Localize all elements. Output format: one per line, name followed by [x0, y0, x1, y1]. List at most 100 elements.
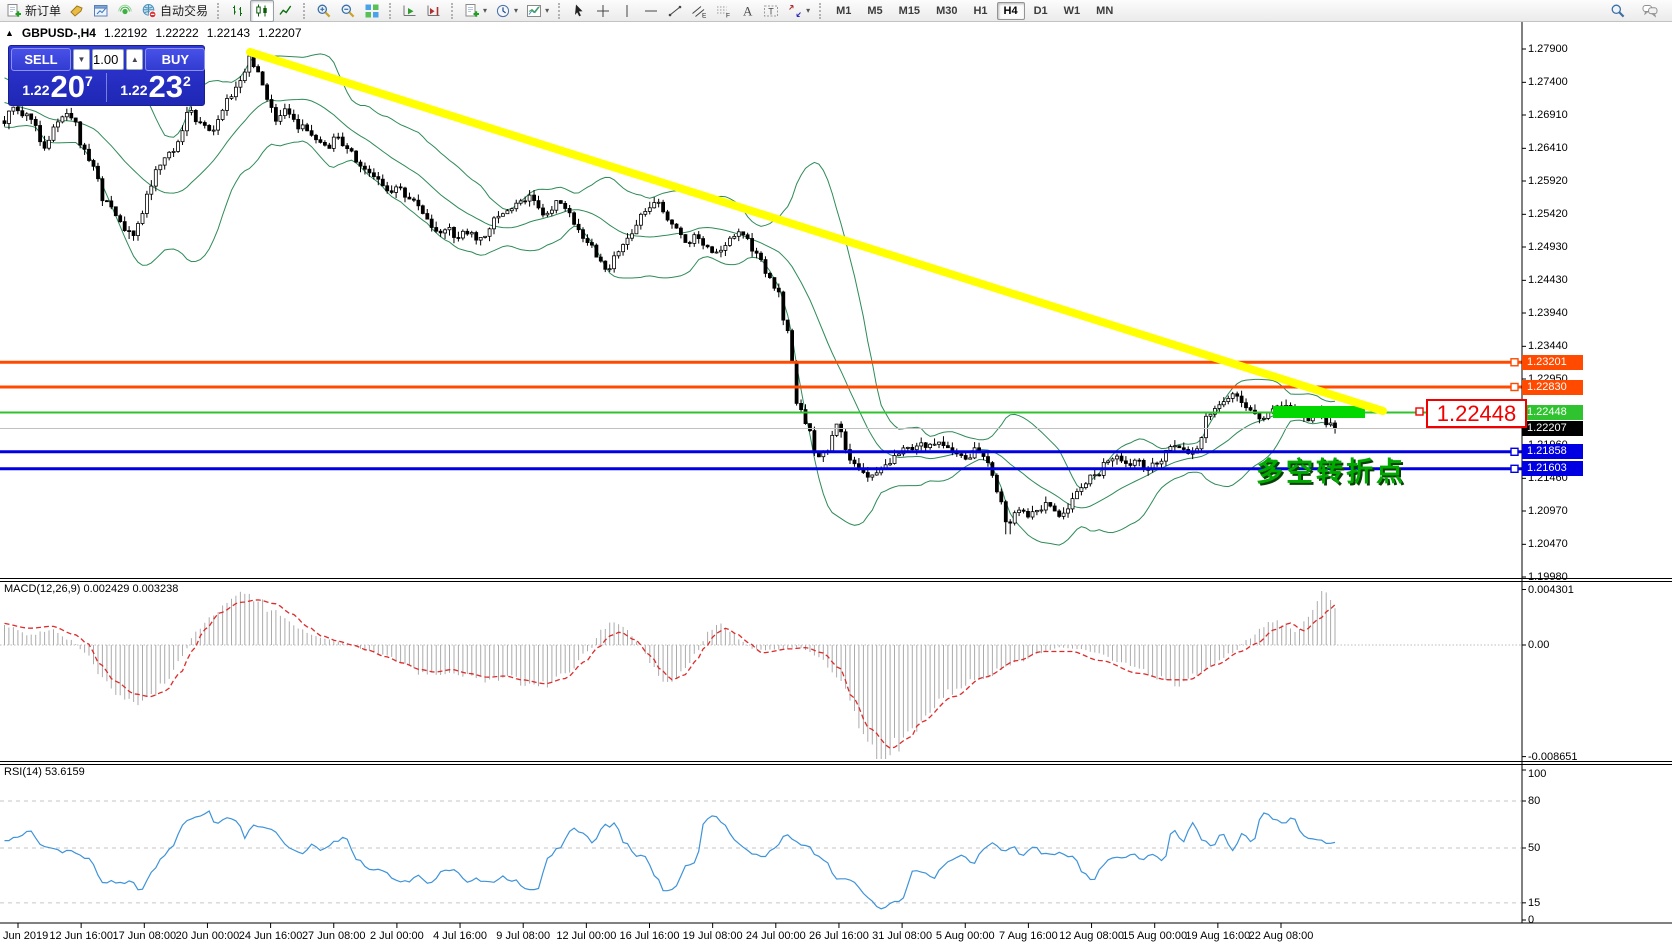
sell-price[interactable]: 1.22 20 7 [9, 71, 106, 104]
fibo-icon: F [715, 3, 731, 19]
vertical-line-button[interactable] [615, 0, 639, 22]
sell-price-prefix: 1.22 [22, 82, 50, 98]
current-price-label: 1.22207 [1522, 421, 1583, 437]
textA-icon: A [739, 3, 755, 19]
buy-price-prefix: 1.22 [120, 82, 148, 98]
time-axis-label: 17 Jun 08:00 [112, 930, 177, 942]
globe-stop-icon [141, 3, 157, 19]
price-tick-label: 1.23940 [1528, 307, 1568, 319]
time-axis-label: 24 Jun 16:00 [238, 930, 303, 942]
arrows-button[interactable]: ▾ [783, 0, 814, 22]
text-button[interactable]: A [735, 0, 759, 22]
zoom-out-button[interactable] [336, 0, 360, 22]
bars-icon [230, 3, 246, 19]
time-axis-label: 5 Aug 00:00 [935, 930, 995, 942]
timeframe-d1-button[interactable]: D1 [1033, 4, 1048, 17]
price-tick-label: 1.25920 [1528, 175, 1568, 187]
volume-decrease-button[interactable]: ▼ [73, 49, 90, 70]
level-price-label: 1.21858 [1522, 444, 1583, 460]
time-axis-label: 7 Aug 16:00 [999, 930, 1058, 942]
timeframe-mn-button[interactable]: MN [1096, 4, 1114, 17]
svg-text:F: F [726, 12, 730, 19]
rsi-axis-label: 100 [1528, 768, 1547, 780]
timeframe-m15-button[interactable]: M15 [898, 4, 921, 17]
toolbar-grip [819, 2, 823, 19]
label-button[interactable]: T [759, 0, 783, 22]
clock-icon [495, 3, 511, 19]
rsi-axis-label: 50 [1528, 842, 1541, 854]
price-tick-label: 1.23440 [1528, 340, 1568, 353]
search-button[interactable] [1606, 0, 1630, 22]
pane-separator-rsi[interactable] [0, 760, 1672, 766]
search-icon [1610, 3, 1626, 19]
new-chart-button[interactable]: ▾ [460, 0, 491, 22]
horizontal-line-button[interactable] [639, 0, 663, 22]
doc-plus-icon [464, 3, 480, 19]
toolbar-grip [451, 2, 455, 19]
equidistant-channel-button[interactable]: E [687, 0, 711, 22]
timeframe-m5-button[interactable]: M5 [867, 4, 883, 17]
highlight-rectangle[interactable] [1273, 406, 1365, 418]
tag-icon [69, 3, 85, 19]
profiles-button[interactable] [65, 0, 89, 22]
note-text[interactable]: 多空转折点 [1256, 457, 1406, 487]
price-tick-label: 1.24930 [1528, 241, 1568, 253]
time-axis-label: 10 Jun 2019 [0, 930, 49, 942]
candlestick-chart-button[interactable] [250, 0, 275, 22]
hline-icon [643, 3, 659, 19]
autotrading-button[interactable]: 自动交易 [137, 0, 212, 22]
crosshair-button[interactable] [591, 0, 615, 22]
signals-button[interactable] [113, 0, 137, 22]
rsi-axis-label: 0 [1528, 914, 1535, 926]
labelT-icon: T [763, 3, 779, 19]
macd-label: MACD(12,26,9) 0.002429 0.003238 [4, 583, 179, 595]
time-axis-label: 27 Jun 08:00 [301, 930, 366, 942]
buy-button[interactable]: BUY [145, 48, 206, 71]
buy-price-pip: 2 [182, 73, 191, 89]
price-callout-label[interactable]: 1.22448 [1426, 399, 1527, 428]
new-order-button-label: 新订单 [25, 4, 62, 18]
chat-button[interactable] [1638, 0, 1662, 22]
timeframe-m1-button[interactable]: M1 [836, 4, 852, 17]
buy-price[interactable]: 1.22 23 2 [107, 71, 204, 104]
crosshair-icon [595, 3, 611, 19]
timeframe-m30-button[interactable]: M30 [936, 4, 958, 17]
collapse-panel-icon[interactable]: ▲ [5, 28, 14, 38]
bar-chart-button[interactable] [226, 0, 250, 22]
svg-text:E: E [702, 12, 707, 19]
chart-shift-button[interactable] [422, 0, 446, 22]
new-order-button[interactable]: 新订单 [2, 0, 65, 22]
one-click-trading-panel: SELL ▼ 1.00 ▲ BUY 1.22 20 7 1.22 23 2 [8, 45, 206, 106]
volume-increase-button[interactable]: ▲ [126, 49, 144, 70]
line-chart-button[interactable] [274, 0, 298, 22]
fibonacci-button[interactable]: F [711, 0, 735, 22]
ohlc-open: 1.22192 [103, 26, 148, 40]
cursor-button[interactable] [567, 0, 591, 22]
chevron-down-icon: ▾ [806, 6, 811, 15]
time-axis-label: 12 Aug 08:00 [1059, 930, 1124, 942]
charts-button[interactable] [89, 0, 113, 22]
pane-separator-macd[interactable] [0, 577, 1672, 583]
channel-icon: E [691, 3, 707, 19]
level-price-label: 1.21603 [1522, 461, 1583, 477]
yellow-trendline[interactable] [246, 48, 1387, 415]
timeframe-h4-button[interactable]: H4 [996, 1, 1025, 20]
sell-button[interactable]: SELL [11, 48, 71, 71]
auto-scroll-button[interactable] [398, 0, 422, 22]
trendline-button[interactable] [663, 0, 687, 22]
zoom-in-button[interactable] [312, 0, 336, 22]
chart-window-icon [93, 3, 109, 19]
signal-icon [117, 3, 133, 19]
timeframe-w1-button[interactable]: W1 [1063, 4, 1081, 17]
toolbar-grip [389, 2, 393, 19]
zoom-in-icon [316, 3, 332, 19]
periods-button[interactable]: ▾ [491, 0, 522, 22]
templates-button[interactable]: ▾ [522, 0, 553, 22]
price-tick-label: 1.20470 [1528, 538, 1568, 551]
tile-windows-button[interactable] [360, 0, 384, 22]
trendline-icon [667, 3, 683, 19]
time-axis-label: 20 Jun 00:00 [175, 930, 240, 942]
timeframe-h1-button[interactable]: H1 [973, 4, 988, 17]
volume-input[interactable]: 1.00 [92, 49, 125, 70]
